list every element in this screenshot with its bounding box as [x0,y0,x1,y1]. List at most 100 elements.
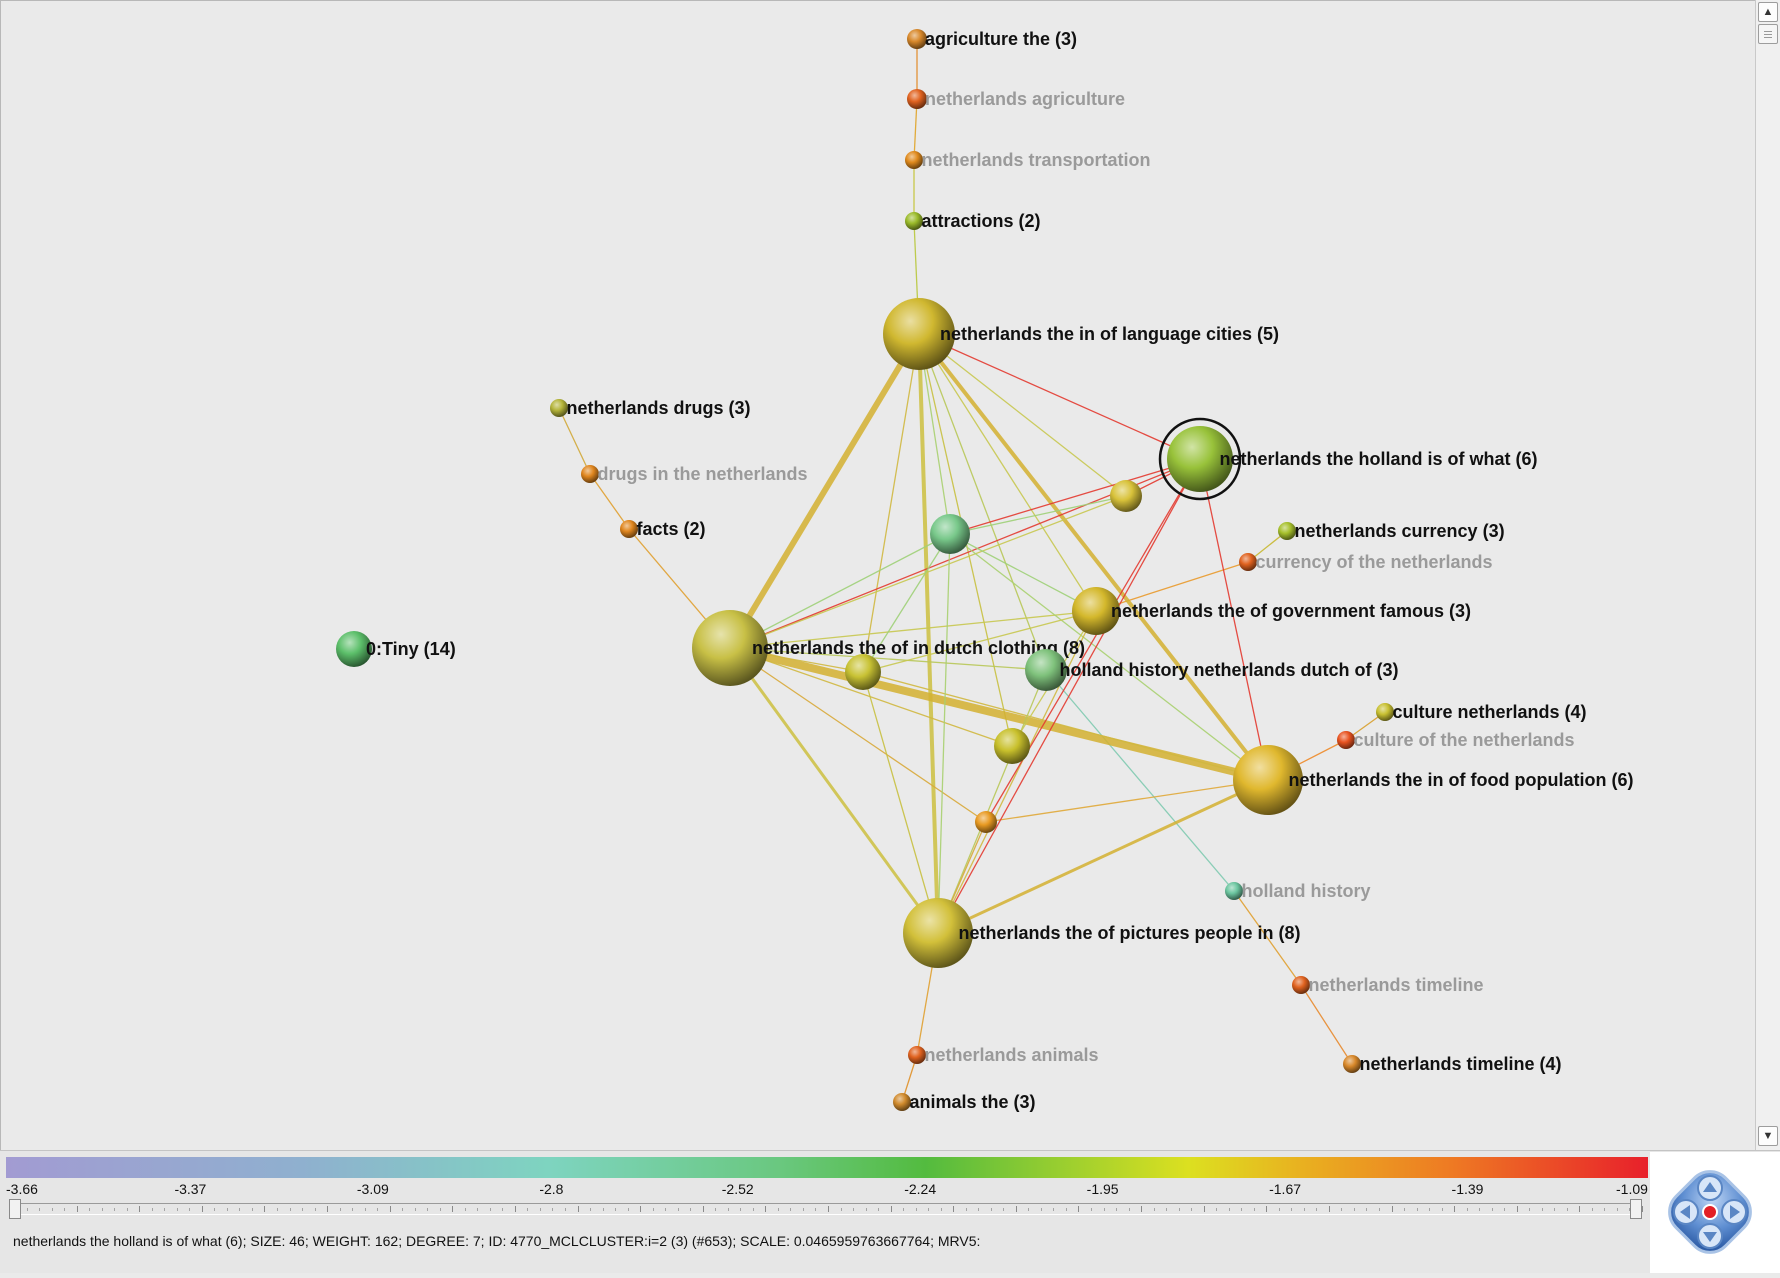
graph-node[interactable]: netherlands timeline (4) [1343,1054,1562,1074]
node-sphere[interactable] [336,631,372,667]
node-sphere[interactable] [908,1046,926,1064]
graph-node[interactable]: facts (2) [620,519,706,539]
node-sphere[interactable] [975,811,997,833]
slider-tick [1203,1206,1205,1212]
pan-down-icon[interactable] [1697,1223,1723,1249]
node-sphere[interactable] [907,89,927,109]
node-sphere[interactable] [905,151,923,169]
pan-left-icon[interactable] [1673,1199,1699,1225]
graph-node[interactable]: netherlands currency (3) [1278,521,1505,541]
network-graph[interactable]: agriculture the (3) netherlands agricultu… [1,1,1755,1150]
graph-node[interactable]: netherlands the of in dutch clothing (8) [692,610,1085,686]
vertical-scrollbar[interactable]: ▲ ▼ [1755,0,1780,1150]
graph-node[interactable]: culture netherlands (4) [1376,702,1587,722]
node-sphere[interactable] [692,610,768,686]
node-sphere[interactable] [893,1093,911,1111]
color-scale-bar [6,1157,1648,1178]
slider-tick [452,1206,454,1212]
slider-tick [176,1208,178,1211]
graph-node[interactable]: netherlands transportation [905,150,1151,170]
node-sphere[interactable] [903,898,973,968]
node-sphere[interactable] [1278,522,1296,540]
node-sphere[interactable] [994,728,1030,764]
center-reset-icon[interactable] [1702,1204,1718,1220]
graph-node[interactable]: netherlands the of government famous (3) [1072,587,1471,635]
slider-tick [965,1208,967,1211]
node-label: holland history netherlands dutch of (3) [1060,660,1399,680]
node-sphere[interactable] [845,654,881,690]
node-sphere[interactable] [1337,731,1355,749]
node-sphere[interactable] [1376,703,1394,721]
node-sphere[interactable] [1233,745,1303,815]
graph-node[interactable]: culture of the netherlands [1337,730,1575,750]
slider-tick [1604,1208,1606,1211]
slider-handle-left[interactable] [9,1199,21,1219]
node-sphere[interactable] [907,29,927,49]
graph-node[interactable]: attractions (2) [905,211,1041,231]
slider-tick [489,1208,491,1211]
graph-node[interactable]: animals the (3) [893,1092,1036,1112]
slider-tick [1116,1208,1118,1211]
scroll-up-button[interactable]: ▲ [1758,2,1778,22]
node-sphere[interactable] [581,465,599,483]
slider-tick [226,1208,228,1211]
slider-tick [276,1208,278,1211]
scroll-thumb[interactable] [1758,24,1778,44]
node-sphere[interactable] [930,514,970,554]
node-label: drugs in the netherlands [598,464,808,484]
node-sphere[interactable] [1239,553,1257,571]
node-sphere[interactable] [905,212,923,230]
graph-node[interactable]: 0:Tiny (14) [336,631,456,667]
graph-node[interactable] [975,811,997,833]
pan-right-icon[interactable] [1721,1199,1747,1225]
slider-tick [1479,1208,1481,1211]
graph-node[interactable] [1110,480,1142,512]
node-label: netherlands transportation [922,150,1151,170]
graph-node[interactable]: netherlands animals [908,1045,1099,1065]
node-sphere[interactable] [1167,426,1233,492]
graph-node[interactable]: netherlands timeline [1292,975,1484,995]
graph-node[interactable]: netherlands the holland is of what (6) [1158,417,1538,501]
graph-node[interactable]: holland history [1225,881,1371,901]
graph-node[interactable]: holland history netherlands dutch of (3) [1025,649,1399,691]
graph-node[interactable] [930,514,970,554]
node-sphere[interactable] [620,520,638,538]
edge [589,473,630,530]
navigation-pad[interactable] [1650,1152,1780,1273]
edge [1199,458,1269,781]
slider-tick [1216,1208,1218,1211]
graph-node[interactable] [845,654,881,690]
node-sphere[interactable] [1025,649,1067,691]
graph-node[interactable]: netherlands agriculture [907,89,1125,109]
node-sphere[interactable] [1072,587,1120,635]
node-sphere[interactable] [883,298,955,370]
node-sphere[interactable] [1225,882,1243,900]
slider-tick [1566,1208,1568,1211]
slider-tick [327,1206,329,1212]
color-scale-tick-label: -3.37 [174,1181,207,1197]
graph-node[interactable] [994,728,1030,764]
edge [937,458,1201,934]
node-sphere[interactable] [1292,976,1310,994]
graph-node[interactable]: netherlands drugs (3) [550,398,751,418]
slider-tick [1241,1208,1243,1211]
slider-handle-right[interactable] [1630,1199,1642,1219]
slider-tick [752,1208,754,1211]
slider-tick [1178,1208,1180,1211]
slider-tick [1341,1208,1343,1211]
graph-node[interactable]: netherlands the in of language cities (5… [883,298,1279,370]
pan-up-icon[interactable] [1697,1175,1723,1201]
graph-node[interactable]: netherlands the of pictures people in (8… [903,898,1301,968]
node-sphere[interactable] [1343,1055,1361,1073]
scale-slider[interactable] [14,1203,1643,1215]
node-sphere[interactable] [1110,480,1142,512]
graph-node[interactable]: drugs in the netherlands [581,464,808,484]
graph-node[interactable]: netherlands the in of food population (6… [1233,745,1633,815]
scroll-down-button[interactable]: ▼ [1758,1126,1778,1146]
node-sphere[interactable] [550,399,568,417]
graph-node[interactable]: currency of the netherlands [1239,552,1493,572]
slider-tick [314,1208,316,1211]
network-graph-canvas[interactable]: agriculture the (3) netherlands agricultu… [0,0,1755,1150]
node-label: culture netherlands (4) [1393,702,1587,722]
graph-node[interactable]: agriculture the (3) [907,29,1077,49]
